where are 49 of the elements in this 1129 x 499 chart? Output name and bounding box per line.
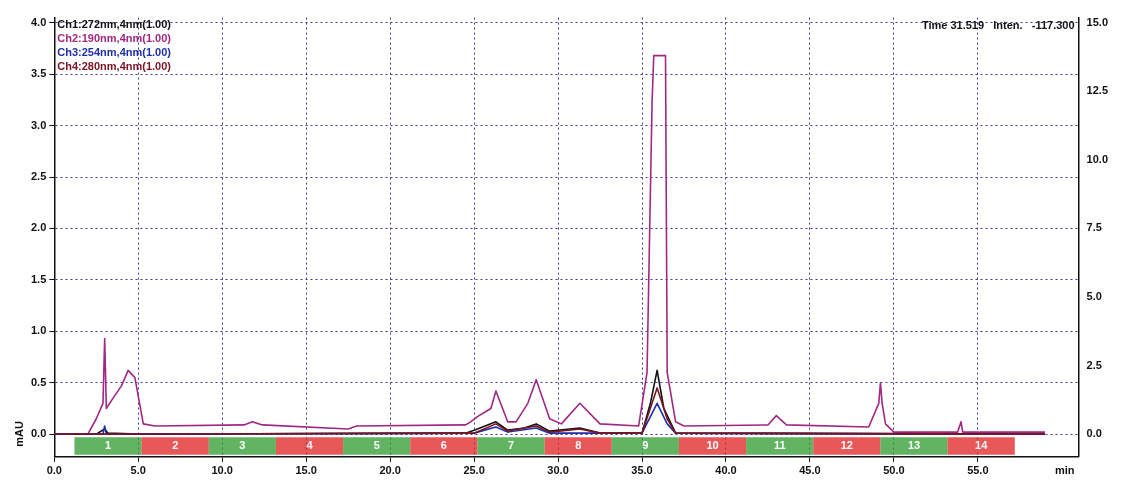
y2-tick-label: 0.0 <box>1086 427 1102 440</box>
band-label: 8 <box>575 439 582 452</box>
text: Ch3:254nm,4nm(1.00) <box>57 46 172 59</box>
y2-tick-label: 15.0 <box>1086 15 1109 28</box>
y-tick-label: 3.0 <box>30 118 47 131</box>
y2-tick-label: 10.0 <box>1086 152 1109 165</box>
y2-tick-label: 12.5 <box>1086 84 1109 97</box>
y2-tick-label: 7.5 <box>1086 221 1102 234</box>
x-tick-label: 25.0 <box>463 464 485 477</box>
x-tick-label: 30.0 <box>547 464 569 477</box>
x-tick-label: 40.0 <box>715 464 737 477</box>
y-tick-label: 0.0 <box>30 427 47 440</box>
x-axis-title: min <box>1055 464 1075 477</box>
band-label: 7 <box>507 439 515 452</box>
y2-tick-label: 5.0 <box>1086 290 1102 303</box>
y-tick-label: 2.0 <box>30 221 47 234</box>
annotation: Time 31.519 Inten. -117.300 <box>921 19 1075 32</box>
y-tick-label: 0.5 <box>30 375 47 388</box>
band-label: 14 <box>975 439 989 452</box>
text: Ch2:190nm,4nm(1.00) <box>57 32 172 45</box>
band-label: 9 <box>642 439 649 452</box>
band-label: 6 <box>440 439 447 452</box>
band-label: 3 <box>239 439 246 452</box>
y2-tick-label: 2.5 <box>1086 358 1102 371</box>
x-tick-label: 5.0 <box>130 464 146 477</box>
y-axis-title: mAU <box>13 421 26 447</box>
band-label: 11 <box>773 439 786 452</box>
x-tick-label: 20.0 <box>379 464 401 477</box>
band-label: 13 <box>907 439 921 452</box>
x-tick-label: 35.0 <box>631 464 653 477</box>
x-tick-label: 45.0 <box>799 464 821 477</box>
band-label: 10 <box>706 439 719 452</box>
band-label: 1 <box>104 439 112 452</box>
x-tick-label: 10.0 <box>211 464 233 477</box>
band-label: 12 <box>840 439 853 452</box>
y-tick-label: 4.0 <box>30 15 47 28</box>
x-tick-label: 50.0 <box>883 464 905 477</box>
band-label: 4 <box>306 439 314 452</box>
band-label: 2 <box>172 439 179 452</box>
y-tick-label: 2.5 <box>30 170 47 183</box>
band-label: 5 <box>373 439 380 452</box>
y-tick-label: 1.0 <box>30 324 47 337</box>
text: Ch1:272nm,4nm(1.00) <box>57 18 172 31</box>
x-tick-label: 0.0 <box>46 464 62 477</box>
y-tick-label: 1.5 <box>30 272 47 285</box>
y-tick-label: 3.5 <box>30 67 47 80</box>
x-tick-label: 15.0 <box>295 464 317 477</box>
text: Ch4:280nm,4nm(1.00) <box>57 60 172 73</box>
x-tick-label: 55.0 <box>967 464 989 477</box>
